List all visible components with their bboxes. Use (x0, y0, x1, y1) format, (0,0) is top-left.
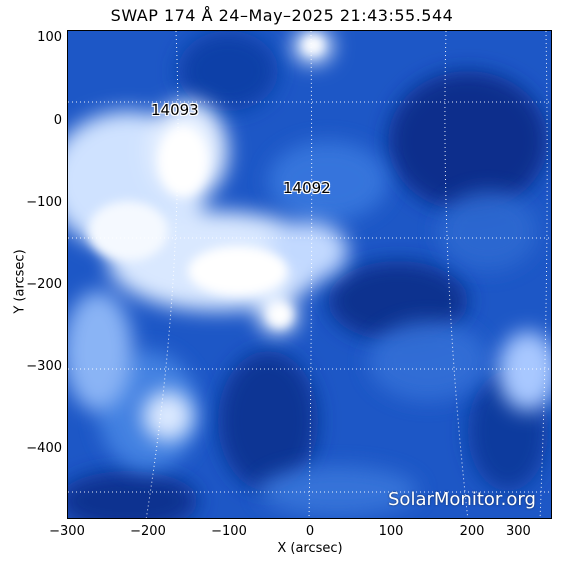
solar-image (68, 31, 551, 518)
active-region-label: 14093 (151, 101, 199, 119)
x-tick-label: −100 (211, 524, 247, 539)
watermark-logo: SolarMonitor.org (388, 489, 536, 510)
solar-image-plot: 14093 14092 SolarMonitor.org (67, 30, 552, 519)
y-tick-label: 0 (53, 113, 62, 128)
y-tick-label: −300 (26, 359, 62, 374)
active-region-label: 14092 (283, 179, 331, 197)
y-tick-label: −200 (26, 277, 62, 292)
y-tick-label: 100 (37, 30, 62, 45)
image-title: SWAP 174 Å 24–May–2025 21:43:55.544 (110, 6, 454, 25)
x-axis-label: X (arcsec) (0, 541, 564, 556)
x-tick-label: 0 (305, 524, 315, 539)
x-tick-label: −300 (49, 524, 85, 539)
dark-regions (68, 31, 548, 518)
coordinate-grid (68, 31, 551, 518)
bright-cores (88, 36, 323, 327)
x-tick-label: −200 (130, 524, 166, 539)
x-tick-label: 300 (506, 524, 531, 539)
x-tick-label: 200 (459, 524, 485, 539)
y-tick-label: −100 (26, 195, 62, 210)
x-axis-label-text: X (arcsec) (277, 541, 343, 556)
x-tick-label: 100 (378, 524, 404, 539)
y-axis-label: Y (arcsec) (12, 249, 28, 314)
y-tick-label: −400 (26, 441, 62, 456)
